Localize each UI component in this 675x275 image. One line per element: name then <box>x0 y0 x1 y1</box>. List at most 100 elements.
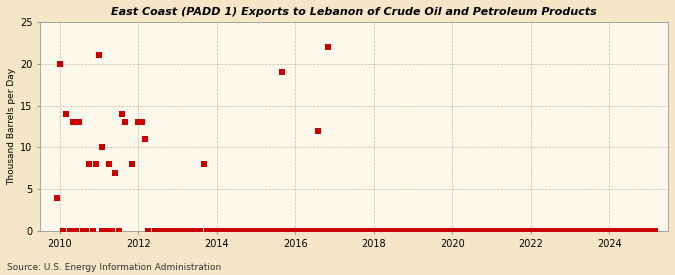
Point <box>234 229 245 233</box>
Point <box>215 229 225 233</box>
Point <box>545 229 556 233</box>
Point <box>335 229 346 233</box>
Point <box>287 229 298 233</box>
Point <box>250 229 261 233</box>
Point <box>103 162 114 166</box>
Point <box>218 229 229 233</box>
Point <box>470 229 481 233</box>
Point <box>290 229 300 233</box>
Point <box>78 229 88 233</box>
Point <box>225 229 236 233</box>
Point <box>355 229 366 233</box>
Point <box>273 229 284 233</box>
Point <box>564 229 575 233</box>
Point <box>633 229 644 233</box>
Point <box>163 229 173 233</box>
Point <box>473 229 484 233</box>
Point <box>516 229 526 233</box>
Point <box>443 229 454 233</box>
Point <box>244 229 255 233</box>
Point <box>313 128 323 133</box>
Point <box>385 229 396 233</box>
Point <box>84 162 95 166</box>
Point <box>519 229 530 233</box>
Point <box>450 229 461 233</box>
Point <box>362 229 373 233</box>
Point <box>447 229 458 233</box>
Point <box>486 229 497 233</box>
Point <box>332 229 343 233</box>
Point <box>87 229 98 233</box>
Point <box>284 229 294 233</box>
Point <box>584 229 595 233</box>
Point <box>182 229 193 233</box>
Point <box>522 229 533 233</box>
Point <box>97 145 108 150</box>
Point <box>558 229 569 233</box>
Point <box>535 229 546 233</box>
Point <box>591 229 601 233</box>
Point <box>568 229 578 233</box>
Point <box>227 229 238 233</box>
Point <box>165 229 176 233</box>
Point <box>107 229 117 233</box>
Point <box>548 229 559 233</box>
Point <box>169 229 180 233</box>
Point <box>149 229 160 233</box>
Point <box>358 229 369 233</box>
Point <box>94 53 105 57</box>
Point <box>408 229 418 233</box>
Point <box>604 229 615 233</box>
Point <box>551 229 562 233</box>
Point <box>477 229 487 233</box>
Point <box>483 229 493 233</box>
Point <box>58 229 69 233</box>
Point <box>120 120 131 125</box>
Point <box>248 229 259 233</box>
Point <box>142 229 153 233</box>
Point <box>306 229 317 233</box>
Point <box>198 162 209 166</box>
Point <box>417 229 428 233</box>
Point <box>493 229 504 233</box>
Point <box>395 229 406 233</box>
Point <box>562 229 572 233</box>
Point <box>133 120 144 125</box>
Point <box>159 229 170 233</box>
Point <box>414 229 425 233</box>
Point <box>610 229 621 233</box>
Point <box>578 229 589 233</box>
Point <box>372 229 383 233</box>
Point <box>97 229 108 233</box>
Point <box>607 229 618 233</box>
Point <box>398 229 408 233</box>
Point <box>457 229 468 233</box>
Point <box>74 120 85 125</box>
Point <box>316 229 327 233</box>
Point <box>90 162 101 166</box>
Point <box>525 229 536 233</box>
Point <box>479 229 490 233</box>
Y-axis label: Thousand Barrels per Day: Thousand Barrels per Day <box>7 68 16 185</box>
Point <box>594 229 605 233</box>
Point <box>378 229 389 233</box>
Point <box>489 229 500 233</box>
Point <box>300 229 310 233</box>
Point <box>238 229 248 233</box>
Point <box>388 229 399 233</box>
Point <box>381 229 392 233</box>
Point <box>267 229 278 233</box>
Point <box>375 229 385 233</box>
Point <box>624 229 634 233</box>
Point <box>205 229 216 233</box>
Point <box>411 229 422 233</box>
Point <box>646 229 657 233</box>
Point <box>136 120 147 125</box>
Point <box>329 229 340 233</box>
Point <box>342 229 353 233</box>
Point <box>365 229 376 233</box>
Point <box>460 229 470 233</box>
Point <box>649 229 660 233</box>
Point <box>296 229 307 233</box>
Point <box>208 229 219 233</box>
